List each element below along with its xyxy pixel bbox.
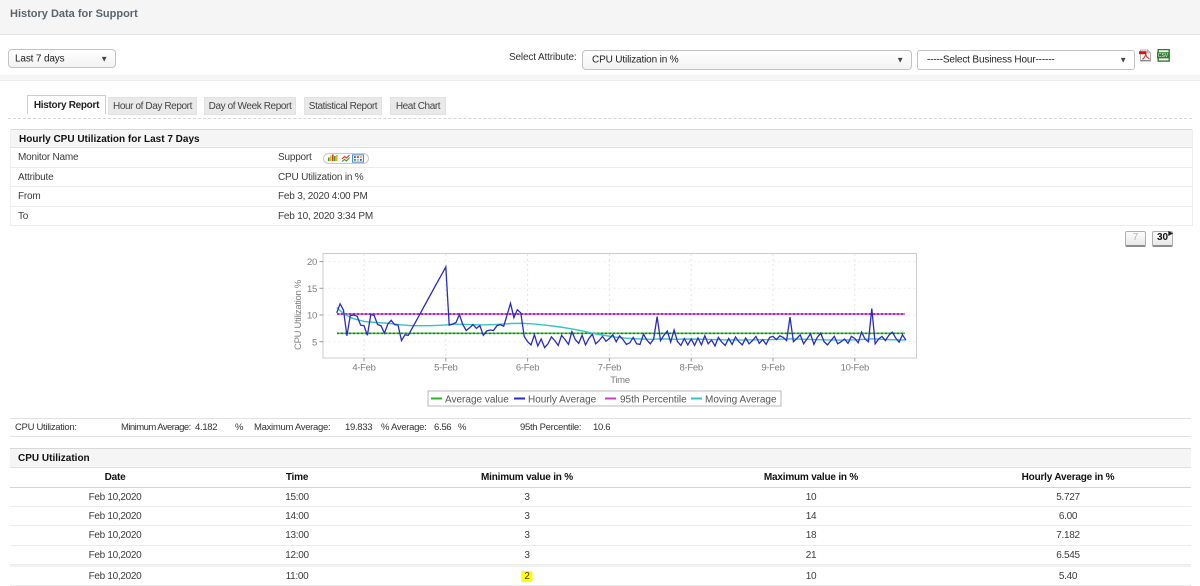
svg-text:5: 5: [312, 337, 317, 348]
svg-text:95th Percentile: 95th Percentile: [620, 394, 687, 405]
svg-text:CPU Utilization %: CPU Utilization %: [293, 279, 304, 350]
svg-text:15: 15: [307, 284, 317, 295]
svg-text:Hourly Average: Hourly Average: [528, 394, 597, 405]
svg-text:Average value: Average value: [445, 394, 509, 405]
svg-text:CSV: CSV: [1158, 53, 1169, 59]
svg-text:7-Feb: 7-Feb: [598, 363, 621, 374]
svg-text:5-Feb: 5-Feb: [434, 363, 457, 374]
svg-text:8-Feb: 8-Feb: [680, 363, 703, 374]
svg-text:Moving Average: Moving Average: [705, 394, 777, 405]
svg-text:20: 20: [307, 257, 317, 268]
svg-text:9-Feb: 9-Feb: [761, 363, 784, 374]
svg-text:10-Feb: 10-Feb: [841, 363, 869, 374]
svg-text:4-Feb: 4-Feb: [352, 363, 375, 374]
svg-text:10: 10: [307, 311, 317, 322]
svg-text:6-Feb: 6-Feb: [516, 363, 539, 374]
svg-text:Time: Time: [610, 375, 630, 386]
